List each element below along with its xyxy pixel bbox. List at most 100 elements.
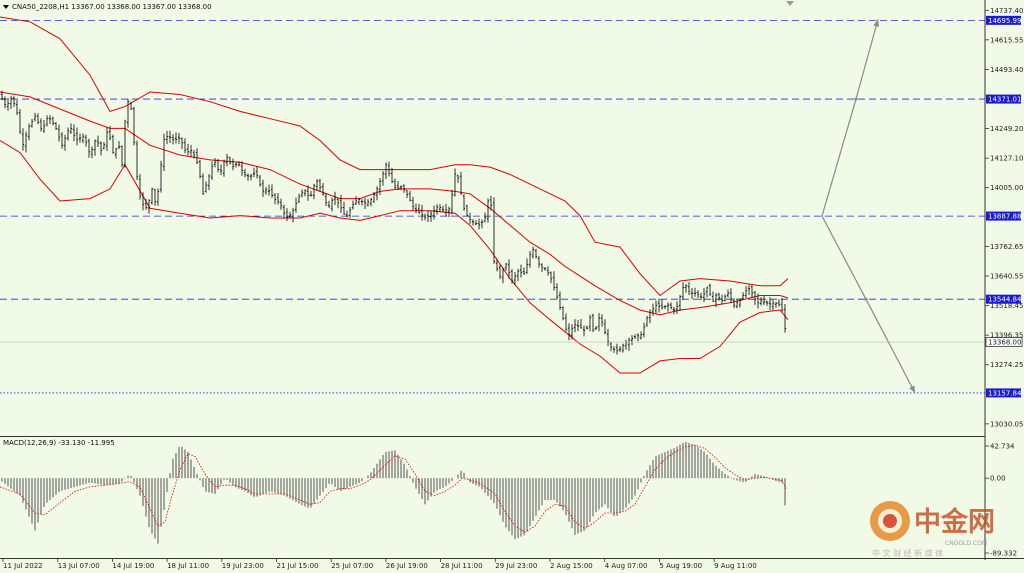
candle <box>291 207 295 223</box>
candle <box>150 187 154 205</box>
bollinger-middle <box>0 91 789 316</box>
level-label-bg-4 <box>986 388 1021 398</box>
candle <box>645 316 649 327</box>
candle <box>507 259 511 279</box>
candle <box>558 291 562 310</box>
candle <box>657 298 661 313</box>
candle <box>351 200 355 210</box>
candle <box>648 309 652 324</box>
symbol-info: CNA50_2208,H1 13367.00 13368.00 13367.00… <box>12 3 212 11</box>
candle <box>96 135 100 148</box>
cngold-logo-core-icon <box>883 514 897 528</box>
candle <box>639 331 643 340</box>
candle <box>120 145 124 168</box>
level-label-bg-0 <box>986 15 1021 25</box>
candle <box>567 323 571 341</box>
candle <box>681 282 685 300</box>
candle <box>102 142 106 150</box>
candle <box>468 212 472 224</box>
candle <box>171 134 175 145</box>
candle <box>399 185 403 191</box>
candle <box>51 116 55 126</box>
candle <box>270 184 274 198</box>
candle <box>513 272 517 286</box>
candle <box>429 210 433 222</box>
candle <box>687 282 691 296</box>
level-label-bg-3 <box>986 294 1021 304</box>
time-axis-ticks: 11 Jul 2022 13 Jul 07:00 14 Jul 19:00 18 Ju… <box>2 558 757 570</box>
candle <box>108 126 112 141</box>
scroll-marker-icon[interactable] <box>786 1 794 6</box>
candle <box>702 287 706 303</box>
candle <box>735 298 739 309</box>
candle <box>309 190 313 197</box>
candle <box>297 193 301 204</box>
candle <box>387 161 391 177</box>
candle <box>456 174 460 183</box>
candle <box>393 178 397 190</box>
candle <box>555 283 559 299</box>
candle <box>327 200 331 208</box>
candle <box>300 189 304 198</box>
price-tick-5: 14005.00 <box>990 184 1023 192</box>
candle <box>588 314 592 332</box>
chart-menu-icon[interactable] <box>3 5 9 9</box>
last-price-marker: 13368.00 <box>0 337 1023 347</box>
candle <box>252 167 256 178</box>
candle <box>753 290 757 305</box>
bollinger-upper <box>0 16 789 297</box>
candle <box>546 266 550 276</box>
candle <box>759 297 763 306</box>
candle <box>678 295 682 312</box>
candle <box>240 161 244 176</box>
candle <box>336 198 340 209</box>
candle <box>234 162 238 168</box>
candle <box>114 147 118 159</box>
candle <box>6 97 10 111</box>
candle <box>768 297 772 311</box>
candle <box>627 337 631 351</box>
candle <box>213 158 217 168</box>
candle <box>357 197 361 205</box>
candle <box>201 173 205 195</box>
candle <box>549 271 553 284</box>
candle <box>66 127 70 141</box>
candle <box>138 174 142 200</box>
candle <box>465 204 469 217</box>
candle <box>156 188 160 206</box>
candle <box>378 177 382 195</box>
macd-tick-0: 42.734 <box>990 443 1015 451</box>
candle <box>492 197 496 264</box>
time-tick-5: 21 Jul 15:00 <box>277 562 319 570</box>
candle <box>531 246 535 259</box>
candle <box>585 325 589 330</box>
candle <box>63 134 67 151</box>
candle <box>330 197 334 212</box>
candle <box>522 267 526 275</box>
candle <box>765 300 769 306</box>
level-label-0: 14695.99 <box>988 17 1021 25</box>
time-tick-0: 11 Jul 2022 <box>3 562 43 570</box>
candle <box>279 198 283 210</box>
bollinger-lower <box>0 140 789 374</box>
candle <box>723 294 727 302</box>
candle <box>525 258 529 274</box>
candle <box>624 339 628 350</box>
price-tick-10: 13274.25 <box>990 361 1023 369</box>
candle <box>246 173 250 181</box>
candle <box>600 314 604 327</box>
candle <box>693 287 697 297</box>
macd-tick-2: -89.332 <box>990 550 1017 558</box>
candle <box>333 191 337 206</box>
candle <box>762 295 766 306</box>
candle <box>72 124 76 142</box>
candle <box>372 191 376 203</box>
candle <box>720 294 724 305</box>
candle <box>27 123 31 141</box>
candle <box>606 328 610 347</box>
candle <box>348 206 352 218</box>
candle <box>12 96 16 107</box>
candle <box>651 303 655 316</box>
cngold-watermark: 中金网 CNGOLD.COM 中 文 财 经 新 媒 体 <box>870 501 995 558</box>
